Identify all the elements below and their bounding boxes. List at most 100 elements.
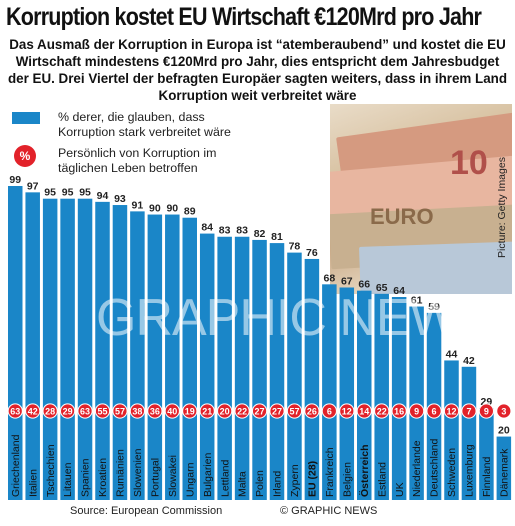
badge xyxy=(61,404,75,418)
badge-value-label: 63 xyxy=(80,406,90,416)
legend-bar-label: % derer, die glauben, dass Korruption st… xyxy=(58,110,231,139)
bar-value-label: 84 xyxy=(201,222,213,234)
legend-bar-swatch xyxy=(12,112,40,124)
badge xyxy=(252,404,267,418)
badge-value-label: 26 xyxy=(307,406,317,416)
bar-value-label: 83 xyxy=(219,225,231,237)
badge xyxy=(462,404,476,418)
bar xyxy=(391,297,407,500)
bar xyxy=(182,217,197,501)
bar xyxy=(147,214,163,500)
watermark: GRAPHIC NEWS xyxy=(96,289,492,347)
bar xyxy=(234,236,250,500)
badge-value-label: 21 xyxy=(202,406,212,416)
badge xyxy=(287,404,302,418)
bar xyxy=(339,287,355,500)
badge-value-label: 57 xyxy=(115,406,125,416)
bar-value-label: 95 xyxy=(79,187,91,199)
bar xyxy=(461,366,477,500)
legend-badge-label: Persönlich von Korruption im täglichen L… xyxy=(58,146,217,175)
category-label: Polen xyxy=(254,470,266,497)
category-label: Lettland xyxy=(219,459,231,497)
badge-value-label: 6 xyxy=(432,406,437,416)
page-subtitle: Das Ausmaß der Korruption in Europa ist … xyxy=(7,37,508,103)
bar-value-label: 76 xyxy=(306,247,318,259)
badge xyxy=(8,404,22,418)
badge xyxy=(43,404,57,418)
bar-value-label: 94 xyxy=(97,190,109,202)
badge xyxy=(410,404,424,418)
euro-banknotes-photo: 10 EURO xyxy=(330,104,512,294)
category-label: Österreich xyxy=(358,444,371,497)
bar xyxy=(496,436,512,500)
badge xyxy=(340,404,354,418)
bar xyxy=(95,201,110,500)
bar-value-label: 65 xyxy=(376,282,388,294)
badge xyxy=(444,404,459,418)
bar xyxy=(112,205,128,500)
badge xyxy=(375,404,389,418)
category-label: Portugal xyxy=(149,458,161,497)
category-label: Ungarn xyxy=(184,462,196,497)
category-label: Slowenien xyxy=(132,448,144,497)
bar xyxy=(60,198,75,500)
badge xyxy=(148,404,162,418)
bar xyxy=(409,306,424,500)
bar-value-label: 91 xyxy=(132,199,144,211)
badge xyxy=(130,404,144,418)
bar-value-label: 90 xyxy=(149,203,161,215)
bar-value-label: 68 xyxy=(324,272,336,284)
category-label: Luxemburg xyxy=(464,444,476,497)
category-label: Finnland xyxy=(481,457,493,497)
badge xyxy=(26,404,40,418)
category-label: Rumänien xyxy=(115,449,127,497)
bar-value-label: 20 xyxy=(498,425,510,437)
bar-value-label: 78 xyxy=(289,241,301,253)
category-label: Spanien xyxy=(80,458,92,497)
bar xyxy=(287,252,302,500)
bar xyxy=(479,408,494,500)
badge-value-label: 38 xyxy=(132,406,142,416)
bar-value-label: 90 xyxy=(166,203,178,215)
badge xyxy=(200,404,214,418)
badge-value-label: 12 xyxy=(446,406,456,416)
category-label: Niederlande xyxy=(411,440,423,497)
badge-value-label: 12 xyxy=(342,406,352,416)
photo-credit: Picture: Getty Images xyxy=(496,157,508,258)
badge xyxy=(392,404,406,418)
category-label: Italien xyxy=(27,469,39,497)
badge xyxy=(235,404,249,418)
bar xyxy=(77,198,93,500)
badge xyxy=(183,404,197,418)
badge-value-label: 27 xyxy=(255,406,265,416)
legend-badge: % xyxy=(14,145,36,167)
bar xyxy=(374,293,389,500)
badge-value-label: 22 xyxy=(237,406,247,416)
badge-value-label: 7 xyxy=(466,406,471,416)
category-label: Dänemark xyxy=(498,448,510,497)
badge xyxy=(357,404,371,418)
bar xyxy=(252,239,267,500)
category-label: Litauen xyxy=(62,462,74,497)
category-label: Slowakei xyxy=(167,455,179,497)
category-label: Irland xyxy=(272,471,284,497)
page-title: Korruption kostet EU Wirtschaft €120Mrd … xyxy=(6,3,482,31)
bar-value-label: 67 xyxy=(341,275,353,287)
badge xyxy=(497,404,511,418)
badge xyxy=(78,404,92,418)
category-label: Bulgarien xyxy=(202,452,214,497)
bar xyxy=(322,284,337,500)
category-label: Zypern xyxy=(289,464,301,497)
badge-value-label: 57 xyxy=(289,406,299,416)
bar-value-label: 82 xyxy=(254,228,266,240)
category-label: Estland xyxy=(376,462,388,497)
category-label: Schweden xyxy=(446,448,458,497)
category-label: UK xyxy=(394,482,406,497)
badge-value-label: 14 xyxy=(359,406,369,416)
bar-value-label: 95 xyxy=(62,187,74,199)
badge xyxy=(113,404,127,418)
bar-value-label: 99 xyxy=(9,174,21,186)
category-label: Tschechien xyxy=(45,444,57,497)
badge xyxy=(427,404,441,418)
bar xyxy=(165,214,180,500)
